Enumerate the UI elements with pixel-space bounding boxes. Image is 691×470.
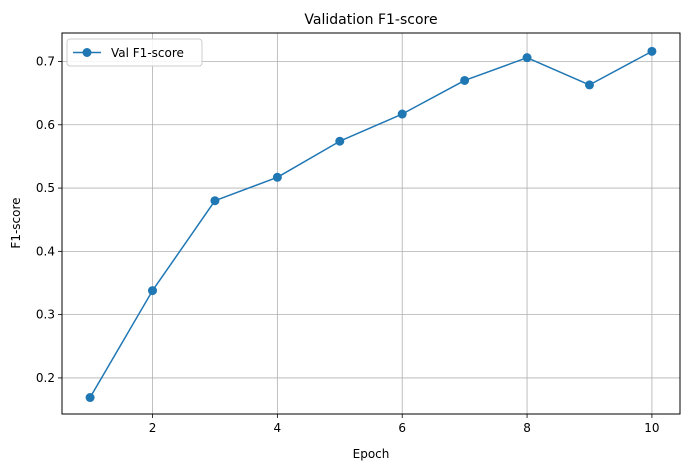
series-layer [85, 46, 657, 403]
grid-lines [62, 33, 680, 414]
y-axis-ticks: 0.2 0.3 0.4 0.5 0.6 0.7 [36, 54, 62, 385]
data-point [85, 393, 95, 403]
x-tick-label: 2 [149, 421, 157, 435]
x-axis-label: Epoch [353, 447, 390, 461]
x-axis-ticks: 2 4 6 8 10 [149, 414, 660, 435]
legend: Val F1-score [66, 38, 203, 67]
data-point [335, 136, 345, 146]
y-tick-label: 0.4 [36, 244, 55, 258]
data-point [647, 46, 657, 56]
y-tick-label: 0.6 [36, 118, 55, 132]
y-tick-label: 0.7 [36, 54, 55, 68]
x-tick-label: 10 [644, 421, 659, 435]
x-tick-label: 8 [523, 421, 531, 435]
data-point [148, 286, 158, 296]
legend-label: Val F1-score [111, 46, 184, 60]
y-axis-label: F1-score [9, 197, 23, 248]
legend-box [66, 38, 203, 67]
data-point [460, 75, 470, 85]
legend-marker-sample [82, 48, 92, 57]
x-tick-label: 6 [398, 421, 406, 435]
y-tick-label: 0.2 [36, 371, 55, 385]
data-point [522, 53, 532, 63]
data-point [584, 80, 594, 90]
series-line [89, 50, 653, 398]
y-tick-label: 0.5 [36, 181, 55, 195]
plot-frame [61, 32, 681, 415]
data-point [397, 109, 407, 119]
data-point [210, 196, 220, 206]
chart-title: Validation F1-score [304, 12, 437, 28]
data-point [272, 172, 282, 182]
y-tick-label: 0.3 [36, 308, 55, 322]
x-tick-label: 4 [274, 421, 282, 435]
